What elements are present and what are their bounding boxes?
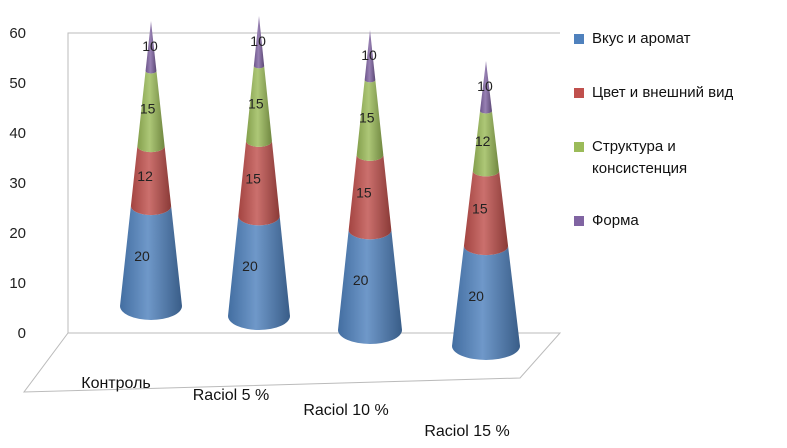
- cone-segment-taste: [452, 246, 520, 360]
- cone-segment-taste: [338, 230, 402, 344]
- data-label: 20: [134, 248, 150, 264]
- y-tick-label: 10: [9, 275, 26, 292]
- cone-3: 20 15 15 10: [338, 30, 402, 344]
- data-label: 15: [140, 101, 156, 117]
- y-tick-label: 50: [9, 75, 26, 92]
- data-label: 10: [361, 47, 377, 63]
- cone-segment-structure: [472, 111, 500, 177]
- data-label: 15: [359, 110, 375, 126]
- cone-segment-shape: [145, 21, 157, 74]
- cone-segment-shape: [364, 30, 376, 83]
- data-label: 10: [250, 33, 266, 49]
- cone-segment-color: [130, 146, 172, 216]
- cone-1: 20 12 15 10: [120, 21, 182, 320]
- cone-2: 20 15 15 10: [228, 16, 290, 330]
- legend-label-structure: Структура и консистенция: [592, 138, 688, 177]
- cone-segment-structure: [137, 71, 165, 153]
- y-tick-label: 0: [18, 325, 26, 342]
- y-tick-label: 30: [9, 175, 26, 192]
- cone-segment-color: [238, 141, 280, 226]
- data-label: 10: [477, 78, 493, 94]
- cone-segment-shape: [480, 61, 492, 114]
- category-label: Контроль: [81, 375, 151, 392]
- data-label: 12: [137, 168, 153, 184]
- legend-item-structure: Структура и консистенция: [574, 136, 752, 180]
- data-label: 15: [472, 201, 488, 217]
- legend-item-taste: Вкус и аромат: [574, 28, 784, 50]
- category-label: Raciol 10 %: [303, 402, 388, 419]
- cone-segment-taste: [120, 206, 182, 320]
- legend-swatch-structure: [574, 142, 584, 152]
- y-tick-label: 20: [9, 225, 26, 242]
- back-wall: [67, 32, 560, 333]
- y-tick-label: 60: [9, 25, 26, 42]
- data-label: 12: [475, 133, 491, 149]
- legend-swatch-shape: [574, 216, 584, 226]
- legend-label-shape: Форма: [592, 212, 639, 229]
- legend-swatch-taste: [574, 34, 584, 44]
- legend-item-color: Цвет и внешний вид: [574, 82, 784, 104]
- legend: Вкус и аромат Цвет и внешний вид Структу…: [574, 28, 784, 264]
- data-label: 20: [353, 272, 369, 288]
- legend-label-color: Цвет и внешний вид: [592, 84, 734, 101]
- cone-segment-color: [463, 171, 509, 256]
- data-label: 15: [248, 96, 264, 112]
- cone-segment-taste: [228, 216, 290, 330]
- cone-segment-structure: [356, 80, 384, 161]
- data-label: 20: [468, 288, 484, 304]
- cone-segment-color: [348, 155, 392, 240]
- cone-segment-shape: [253, 16, 265, 69]
- cone-4: 20 15 12 10: [452, 61, 520, 360]
- data-label: 15: [245, 171, 261, 187]
- category-label: Raciol 15 %: [424, 423, 509, 440]
- data-label: 10: [142, 38, 158, 54]
- data-label: 20: [242, 258, 258, 274]
- cone-segment-structure: [246, 66, 272, 147]
- legend-label-taste: Вкус и аромат: [592, 30, 691, 47]
- legend-swatch-color: [574, 88, 584, 98]
- legend-item-shape: Форма: [574, 210, 784, 232]
- y-tick-label: 40: [9, 125, 26, 142]
- category-label: Raciol 5 %: [193, 387, 269, 404]
- data-label: 15: [356, 185, 372, 201]
